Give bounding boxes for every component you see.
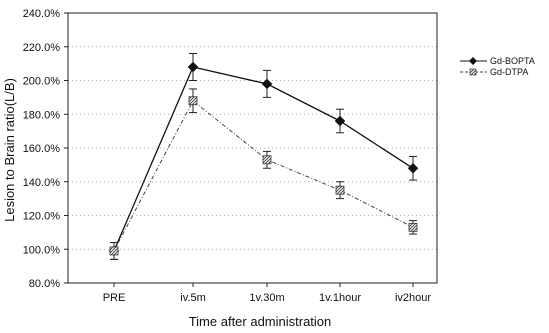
y-tick-label: 160.0% bbox=[23, 143, 61, 155]
data-point bbox=[187, 61, 199, 73]
legend-item: Gd-DTPA bbox=[460, 67, 528, 77]
y-tick-label: 80.0% bbox=[29, 278, 60, 290]
y-tick-label: 100.0% bbox=[23, 244, 61, 256]
x-tick-label: 1v.30m bbox=[249, 292, 284, 304]
legend-marker bbox=[469, 68, 477, 76]
series-layer bbox=[108, 53, 419, 260]
series-gd-dtpa bbox=[109, 88, 418, 260]
legend-label: Gd-BOPTA bbox=[490, 56, 535, 66]
data-point bbox=[188, 96, 198, 106]
legend-marker bbox=[469, 57, 477, 65]
data-point bbox=[407, 162, 419, 174]
data-point bbox=[408, 222, 418, 232]
data-point bbox=[335, 185, 345, 195]
legend-label: Gd-DTPA bbox=[490, 67, 528, 77]
legend-item: Gd-BOPTA bbox=[460, 56, 535, 66]
y-tick-label: 180.0% bbox=[23, 109, 61, 121]
data-point bbox=[262, 155, 272, 165]
x-axis-title: Time after administration bbox=[189, 314, 332, 329]
y-axis-ticks: 80.0% 100.0% 120.0% 140.0% 160.0% 180.0% 200.0… bbox=[23, 8, 68, 290]
data-point bbox=[334, 115, 346, 127]
y-tick-label: 140.0% bbox=[23, 177, 61, 189]
y-tick-label: 240.0% bbox=[23, 8, 61, 20]
data-point bbox=[109, 246, 119, 256]
data-point bbox=[261, 78, 273, 90]
x-tick-label: iv2hour bbox=[395, 292, 431, 304]
y-tick-label: 200.0% bbox=[23, 76, 61, 88]
x-tick-label: iv.5m bbox=[180, 292, 205, 304]
series-line bbox=[113, 100, 414, 252]
x-tick-label: PRE bbox=[103, 292, 126, 304]
y-tick-label: 120.0% bbox=[23, 211, 61, 223]
y-tick-label: 220.0% bbox=[23, 42, 61, 54]
x-tick-label: 1v.1hour bbox=[319, 292, 361, 304]
y-axis-title: Lesion to Brain ratio(L/B) bbox=[2, 78, 17, 222]
x-axis-ticks: PRE iv.5m 1v.30m 1v.1hour iv2hour bbox=[103, 283, 431, 304]
